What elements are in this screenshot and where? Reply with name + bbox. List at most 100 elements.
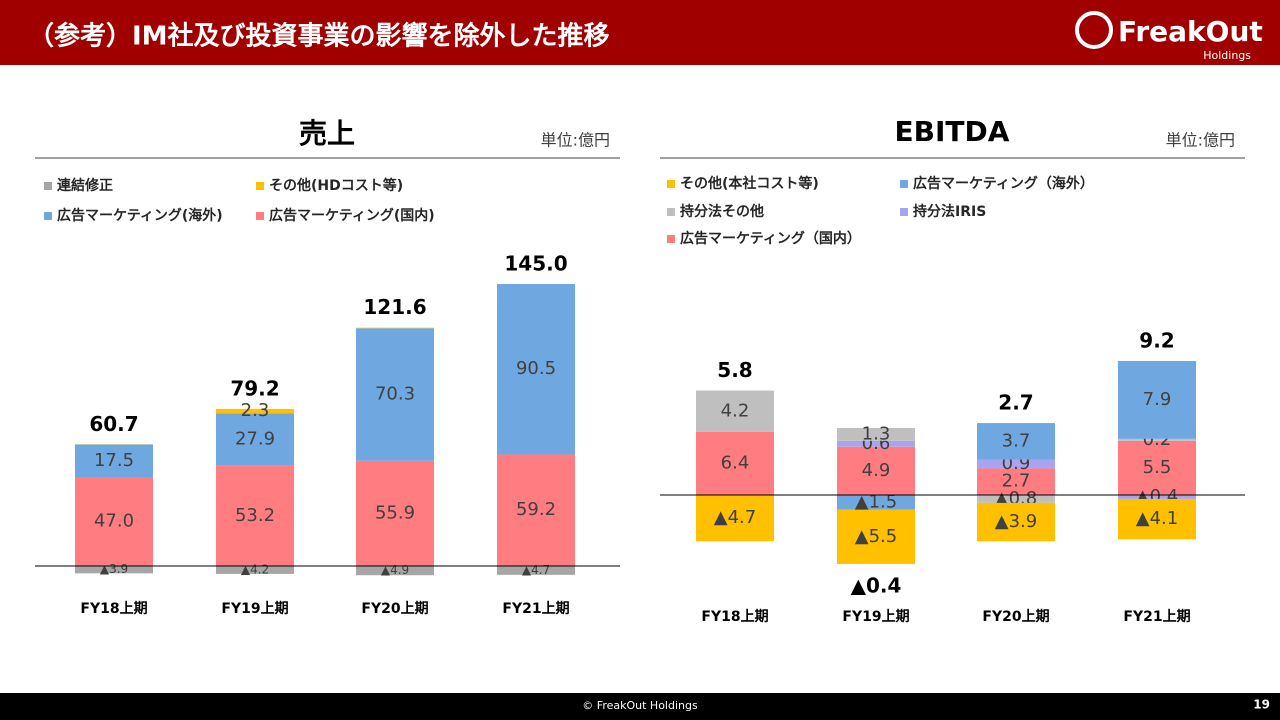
total-label: 5.8 [717,358,752,382]
segment-label: 17.5 [94,450,134,471]
segment-label: 90.5 [516,358,556,379]
segment-label: ▲4.7 [522,563,550,577]
bar-segment [216,465,294,566]
unit-label: 単位:億円 [1166,131,1235,150]
legend-label: 連結修正 [57,177,113,194]
segment-label: 53.2 [235,505,275,526]
segment-label: 70.3 [375,383,415,404]
total-label: 2.7 [998,391,1033,415]
header-bar [0,0,1280,65]
bar-segment [216,408,294,414]
bar-segment [356,327,434,329]
segment-label: ▲4.2 [241,562,269,576]
legend-swatch [256,182,264,190]
legend-swatch [256,212,264,220]
bar-segment [977,459,1055,469]
total-label: 121.6 [363,295,426,319]
bar-segment [75,444,153,478]
bar-segment [497,566,575,575]
segment-label: 2.3 [241,400,270,421]
segment-label: 3.7 [1002,430,1031,451]
segment-label: ▲1.5 [855,491,897,512]
bar-segment [1118,498,1196,540]
chart-title: EBITDA [895,115,1010,148]
bar-segment [837,495,915,510]
legend-swatch [667,208,675,216]
x-tick-label: FY19上期 [221,601,288,617]
logo: FreakOut [1118,15,1263,48]
x-tick-label: FY19上期 [842,609,909,625]
segment-label: 4.2 [721,400,750,421]
segment-label: 2.7 [1002,471,1031,492]
bar-segment [837,509,915,564]
legend-swatch [667,180,675,188]
bar-segment [356,460,434,566]
segment-label: ▲4.9 [381,563,409,577]
logo-icon [1075,11,1113,49]
segment-label: 1.3 [862,423,891,444]
total-label: 60.7 [89,412,138,436]
segment-label: 47.0 [94,511,134,532]
bar-segment [696,431,774,495]
bar-segment [1118,361,1196,439]
segment-label: 5.5 [1143,457,1172,478]
bar-segment [977,502,1055,542]
segment-label: ▲4.7 [714,507,756,528]
x-tick-label: FY21上期 [1123,609,1190,625]
legend-swatch [900,208,908,216]
unit-label: 単位:億円 [541,131,610,150]
segment-label: 7.9 [1143,389,1172,410]
bar-segment [837,428,915,441]
bar-segment [977,495,1055,503]
bar-segment [75,477,153,566]
bar-segment [1118,440,1196,495]
bar-segment [497,284,575,455]
copyright: © FreakOut Holdings [582,699,698,712]
bar-segment [696,390,774,432]
legend-label: 広告マーケティング（海外） [913,175,1094,192]
x-tick-label: FY18上期 [80,601,147,617]
bar-segment [356,566,434,576]
bar-segment [977,468,1055,495]
segment-label: ▲3.9 [995,511,1037,532]
x-tick-label: FY21上期 [502,601,569,617]
legend-swatch [44,182,52,190]
chart-title: 売上 [299,117,355,150]
bar-segment [1118,495,1196,499]
segment-label: 4.9 [862,460,891,481]
bar-segment [1118,438,1196,441]
bar-segment [837,440,915,447]
x-tick-label: FY18上期 [701,609,768,625]
bar-segment [497,454,575,566]
legend-label: 持分法IRIS [913,203,986,220]
bar-segment [696,495,774,542]
legend-swatch [667,235,675,243]
legend-label: その他(HDコスト等) [269,177,403,194]
segment-label: 27.9 [235,429,275,450]
bar-segment [75,566,153,574]
footer-bar [0,693,1280,720]
legend-label: 広告マーケティング（国内） [680,230,861,247]
bar-segment [977,423,1055,460]
x-tick-label: FY20上期 [982,609,1049,625]
total-label: 145.0 [504,252,567,276]
slide-title: （参考）IM社及び投資事業の影響を除外した推移 [28,21,610,52]
bar-segment [216,413,294,466]
logo-sub: Holdings [1203,49,1251,62]
segment-label: ▲3.9 [100,562,128,576]
segment-label: 55.9 [375,502,415,523]
total-label: 9.2 [1139,329,1174,353]
legend-swatch [900,180,908,188]
bar-segment [356,328,434,461]
segment-label: 59.2 [516,499,556,520]
legend-label: 持分法その他 [680,203,764,220]
total-label: 79.2 [230,376,279,400]
total-label: ▲0.4 [851,573,902,597]
legend-label: 広告マーケティング(海外) [57,207,223,224]
legend-swatch [44,212,52,220]
segment-label: ▲5.5 [855,526,897,547]
legend-label: その他(本社コスト等) [680,175,819,192]
segment-label: 6.4 [721,452,750,473]
bar-segment [216,566,294,574]
bar-segment [837,446,915,495]
